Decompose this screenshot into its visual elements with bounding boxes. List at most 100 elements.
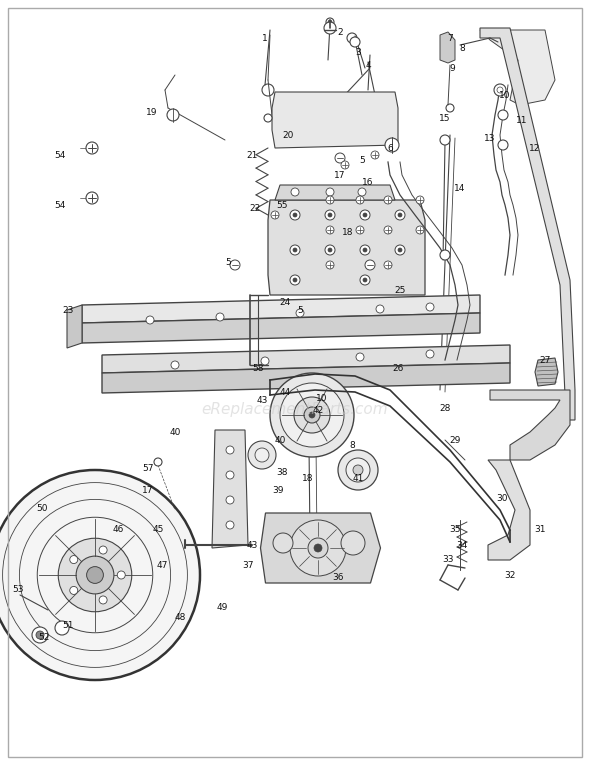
Circle shape	[384, 226, 392, 234]
Circle shape	[363, 213, 367, 217]
Text: 33: 33	[442, 555, 454, 565]
Circle shape	[353, 465, 363, 475]
Circle shape	[308, 538, 328, 558]
Text: 45: 45	[152, 526, 163, 535]
Text: 12: 12	[529, 144, 540, 152]
Polygon shape	[480, 28, 575, 420]
Text: 36: 36	[332, 574, 344, 582]
Circle shape	[384, 196, 392, 204]
Circle shape	[494, 84, 506, 96]
Text: 24: 24	[280, 298, 291, 307]
Circle shape	[440, 135, 450, 145]
Text: 58: 58	[253, 363, 264, 373]
Circle shape	[230, 260, 240, 270]
Circle shape	[326, 226, 334, 234]
Circle shape	[395, 210, 405, 220]
Circle shape	[497, 87, 503, 93]
Circle shape	[296, 309, 304, 317]
Text: 6: 6	[387, 144, 393, 152]
Text: 32: 32	[504, 571, 516, 580]
Circle shape	[365, 260, 375, 270]
Text: 5: 5	[297, 305, 303, 314]
Text: 23: 23	[63, 305, 74, 314]
Circle shape	[261, 357, 269, 365]
Circle shape	[426, 303, 434, 311]
Text: 18: 18	[302, 474, 314, 483]
Circle shape	[167, 109, 179, 121]
Circle shape	[325, 245, 335, 255]
Circle shape	[363, 248, 367, 252]
Circle shape	[356, 353, 364, 361]
Text: 29: 29	[450, 435, 461, 444]
Circle shape	[360, 275, 370, 285]
Circle shape	[280, 383, 344, 447]
Circle shape	[55, 621, 69, 635]
Text: 10: 10	[499, 90, 511, 99]
Text: 46: 46	[112, 526, 124, 535]
Polygon shape	[440, 32, 455, 63]
Polygon shape	[261, 513, 381, 583]
Text: 22: 22	[250, 203, 261, 213]
Circle shape	[154, 458, 162, 466]
Text: 16: 16	[362, 177, 373, 187]
Polygon shape	[275, 185, 395, 200]
Circle shape	[350, 37, 360, 47]
Text: 17: 17	[335, 171, 346, 180]
Circle shape	[498, 110, 508, 120]
Circle shape	[363, 278, 367, 282]
Text: 11: 11	[516, 116, 527, 125]
Circle shape	[226, 471, 234, 479]
Polygon shape	[490, 390, 570, 460]
Circle shape	[290, 275, 300, 285]
Circle shape	[416, 196, 424, 204]
Circle shape	[360, 245, 370, 255]
Text: 28: 28	[440, 403, 451, 412]
Text: 50: 50	[36, 503, 48, 513]
Circle shape	[356, 226, 364, 234]
Text: 19: 19	[146, 108, 158, 116]
Text: 4: 4	[365, 60, 371, 70]
Text: 44: 44	[280, 388, 291, 396]
Text: 13: 13	[484, 134, 496, 142]
Circle shape	[293, 213, 297, 217]
Text: 35: 35	[449, 526, 461, 535]
Text: 40: 40	[274, 435, 286, 444]
Text: 34: 34	[456, 542, 468, 551]
Text: 30: 30	[496, 493, 508, 503]
Circle shape	[325, 210, 335, 220]
Circle shape	[371, 151, 379, 159]
Text: 57: 57	[142, 464, 154, 473]
Text: 55: 55	[276, 200, 288, 210]
Text: 8: 8	[349, 441, 355, 450]
Text: 27: 27	[539, 356, 550, 364]
Text: 43: 43	[256, 396, 268, 405]
Polygon shape	[272, 92, 398, 148]
Text: 8: 8	[459, 44, 465, 53]
Circle shape	[264, 114, 272, 122]
Circle shape	[335, 153, 345, 163]
Circle shape	[171, 361, 179, 369]
Text: 14: 14	[454, 184, 466, 193]
Circle shape	[328, 248, 332, 252]
Text: 26: 26	[392, 363, 404, 373]
Circle shape	[498, 140, 508, 150]
Text: 42: 42	[312, 405, 324, 415]
Circle shape	[324, 22, 336, 34]
Circle shape	[291, 188, 299, 196]
Circle shape	[271, 211, 279, 219]
Text: 7: 7	[447, 34, 453, 43]
Text: 21: 21	[246, 151, 258, 159]
Circle shape	[290, 520, 346, 576]
Text: 41: 41	[352, 474, 363, 483]
Text: 47: 47	[156, 561, 168, 569]
Circle shape	[416, 226, 424, 234]
Text: 53: 53	[12, 585, 24, 594]
Text: 10: 10	[316, 393, 328, 402]
Circle shape	[328, 20, 332, 24]
Circle shape	[117, 571, 125, 579]
Circle shape	[326, 261, 334, 269]
Circle shape	[326, 188, 334, 196]
Text: 9: 9	[449, 63, 455, 73]
Circle shape	[356, 196, 364, 204]
Text: 5: 5	[359, 155, 365, 164]
